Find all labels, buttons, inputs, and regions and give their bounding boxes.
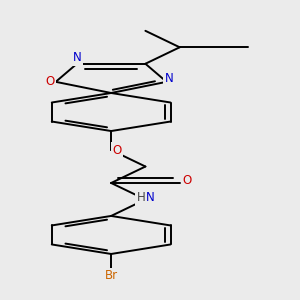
Text: N: N [165,72,174,86]
Text: N: N [73,51,81,64]
Text: O: O [182,173,192,187]
Text: Br: Br [105,269,118,282]
Text: H: H [136,191,146,205]
Text: O: O [45,75,55,88]
Text: O: O [112,144,122,157]
Text: N: N [146,191,155,205]
